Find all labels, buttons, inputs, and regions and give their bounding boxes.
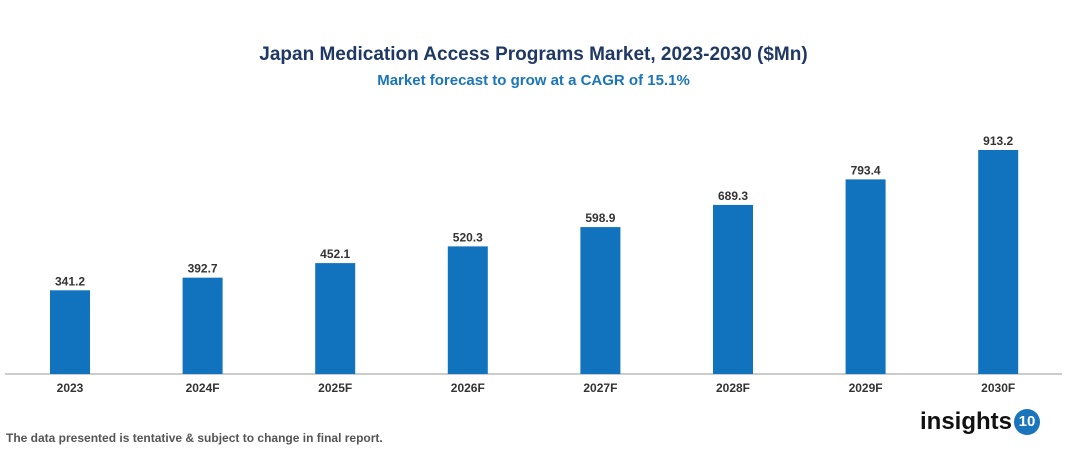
data-label: 913.2	[983, 134, 1013, 148]
data-label: 341.2	[55, 274, 85, 288]
data-label: 520.3	[453, 230, 483, 244]
bar-2026F	[447, 246, 488, 374]
x-tick-label: 2029F	[849, 381, 883, 395]
chart-subtitle: Market forecast to grow at a CAGR of 15.…	[377, 72, 690, 89]
data-label: 392.7	[188, 262, 218, 276]
data-label: 452.1	[320, 247, 350, 261]
data-label: 793.4	[851, 163, 881, 177]
bar-2023	[50, 290, 90, 374]
bar-2028F	[713, 204, 753, 374]
x-tick-label: 2023	[57, 381, 84, 395]
x-tick-label: 2027F	[583, 381, 617, 395]
x-tick-label: 2025F	[318, 381, 352, 395]
chart-title: Japan Medication Access Programs Market,…	[259, 44, 808, 65]
footnote: The data presented is tentative & subjec…	[6, 431, 383, 445]
x-tick-label: 2026F	[451, 381, 485, 395]
bar-2029F	[845, 179, 886, 374]
bar-2024F	[182, 277, 223, 374]
x-tick-label: 2024F	[186, 381, 220, 395]
bar-2027F	[580, 227, 621, 374]
bar-2030F	[978, 150, 1019, 374]
bar-2025F	[315, 263, 356, 374]
data-label: 689.3	[718, 189, 748, 203]
x-tick-label: 2028F	[716, 381, 750, 395]
data-label: 598.9	[585, 211, 615, 225]
insights10-logo: insights 10	[920, 408, 1041, 436]
x-tick-label: 2030F	[981, 381, 1015, 395]
